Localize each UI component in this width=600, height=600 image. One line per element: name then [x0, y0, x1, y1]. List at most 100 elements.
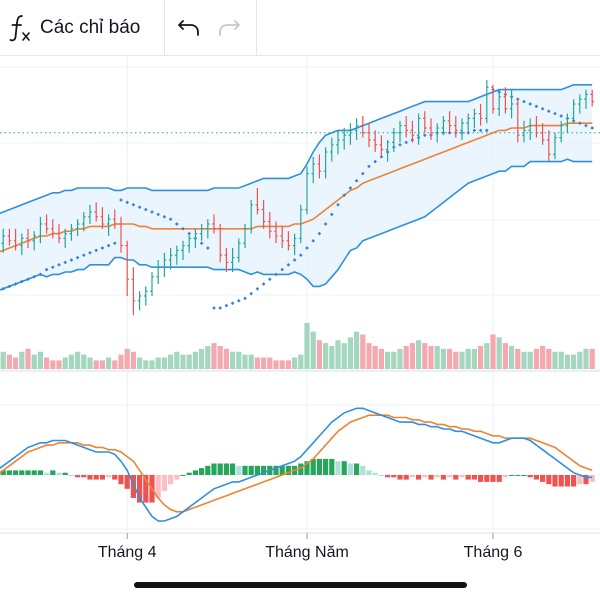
- volume-bar: [409, 343, 415, 369]
- sar-point: [541, 107, 545, 111]
- macd-histogram-bar: [230, 463, 236, 475]
- sar-point: [144, 208, 148, 212]
- candle: [348, 123, 353, 145]
- macd-histogram-bar: [25, 470, 31, 475]
- macd-histogram-bar: [106, 475, 112, 478]
- sar-point: [20, 280, 24, 284]
- sar-point: [472, 128, 476, 132]
- candle: [472, 108, 477, 128]
- redo-arrow-icon[interactable]: [216, 15, 242, 41]
- candle: [243, 224, 247, 248]
- sar-point: [138, 205, 142, 209]
- volume-bar: [99, 360, 105, 369]
- macd-histogram-bar: [37, 470, 43, 475]
- macd-histogram-bar: [540, 475, 546, 482]
- macd-histogram-bar: [397, 475, 403, 480]
- candle: [144, 286, 148, 306]
- volume-panel: [0, 323, 595, 369]
- candle: [82, 212, 86, 232]
- volume-bar: [199, 348, 205, 369]
- candle: [578, 94, 582, 114]
- macd-histogram-bar: [199, 468, 205, 475]
- volume-bar: [205, 346, 211, 369]
- volume-bar: [502, 343, 508, 369]
- candle: [466, 113, 470, 133]
- macd-histogram-bar: [261, 465, 267, 475]
- volume-bar: [540, 346, 546, 369]
- macd-histogram-bar: [434, 475, 440, 478]
- macd-histogram-bar: [31, 470, 37, 475]
- volume-bar: [335, 340, 341, 369]
- volume-bar: [87, 357, 93, 369]
- candle: [218, 224, 222, 263]
- volume-bar: [143, 360, 149, 369]
- undo-arrow-icon[interactable]: [176, 15, 202, 41]
- candle: [528, 118, 532, 140]
- sar-point: [398, 143, 402, 147]
- candle: [485, 80, 489, 124]
- macd-histogram-bar: [341, 461, 347, 475]
- sar-point: [342, 193, 346, 197]
- bollinger-lower-line: [0, 158, 593, 291]
- macd-histogram-bar: [533, 475, 539, 480]
- macd-histogram-bar: [186, 472, 192, 475]
- candle: [26, 228, 30, 248]
- sar-point: [367, 164, 371, 168]
- candle: [20, 233, 24, 256]
- volume-bar: [267, 357, 273, 369]
- sar-point: [38, 272, 42, 276]
- macd-histogram-bar: [459, 475, 465, 478]
- x-tick-label: Tháng 4: [98, 544, 157, 561]
- volume-bar: [44, 357, 50, 369]
- volume-bar: [292, 357, 298, 369]
- candle: [63, 228, 67, 248]
- volume-bar: [558, 351, 564, 369]
- candle: [385, 140, 390, 162]
- volume-bar: [403, 346, 409, 369]
- time-axis: Tháng 4 Tháng Năm Tháng 6: [98, 533, 522, 561]
- volume-bar: [0, 351, 6, 369]
- candle: [323, 147, 328, 179]
- home-indicator-bar: [134, 582, 467, 588]
- sar-point: [63, 260, 67, 264]
- candle: [361, 116, 365, 138]
- candle: [336, 130, 340, 155]
- candle: [7, 228, 12, 246]
- volume-bar: [465, 348, 471, 369]
- macd-histogram-bar: [409, 475, 415, 478]
- sar-point: [274, 272, 278, 276]
- macd-histogram-bar: [391, 475, 397, 478]
- sar-point: [119, 198, 123, 202]
- macd-histogram-bar: [552, 475, 558, 487]
- volume-bar: [571, 354, 577, 369]
- volume-bar: [155, 357, 161, 369]
- sar-point: [534, 104, 538, 108]
- volume-bar: [347, 337, 353, 369]
- volume-bar: [174, 351, 180, 369]
- macd-histogram-bar: [62, 472, 68, 475]
- volume-bar: [118, 354, 124, 369]
- volume-bar: [310, 331, 316, 369]
- toolbar: Các chỉ báo: [0, 0, 600, 56]
- sar-point: [26, 277, 30, 281]
- chart-area[interactable]: Tháng 4 Tháng Năm Tháng 6: [0, 55, 600, 570]
- candle: [478, 104, 483, 126]
- candle: [503, 87, 508, 114]
- candle: [274, 221, 278, 244]
- macd-histogram-bar: [285, 465, 291, 475]
- indicators-button[interactable]: Các chỉ báo: [0, 0, 165, 55]
- sar-point: [522, 100, 526, 104]
- macd-histogram-bar: [242, 465, 248, 475]
- macd-histogram-bar: [174, 475, 180, 480]
- macd-histogram-bar: [161, 475, 167, 492]
- macd-histogram-bar: [168, 475, 174, 485]
- sar-point: [559, 114, 563, 118]
- sar-point: [330, 212, 334, 216]
- candle: [44, 214, 49, 234]
- sar-point: [249, 292, 253, 296]
- macd-signal-line: [0, 414, 593, 513]
- sar-point: [82, 253, 86, 257]
- macd-histogram-bar: [478, 475, 484, 482]
- volume-bar: [62, 357, 68, 369]
- macd-histogram-bar: [130, 475, 136, 498]
